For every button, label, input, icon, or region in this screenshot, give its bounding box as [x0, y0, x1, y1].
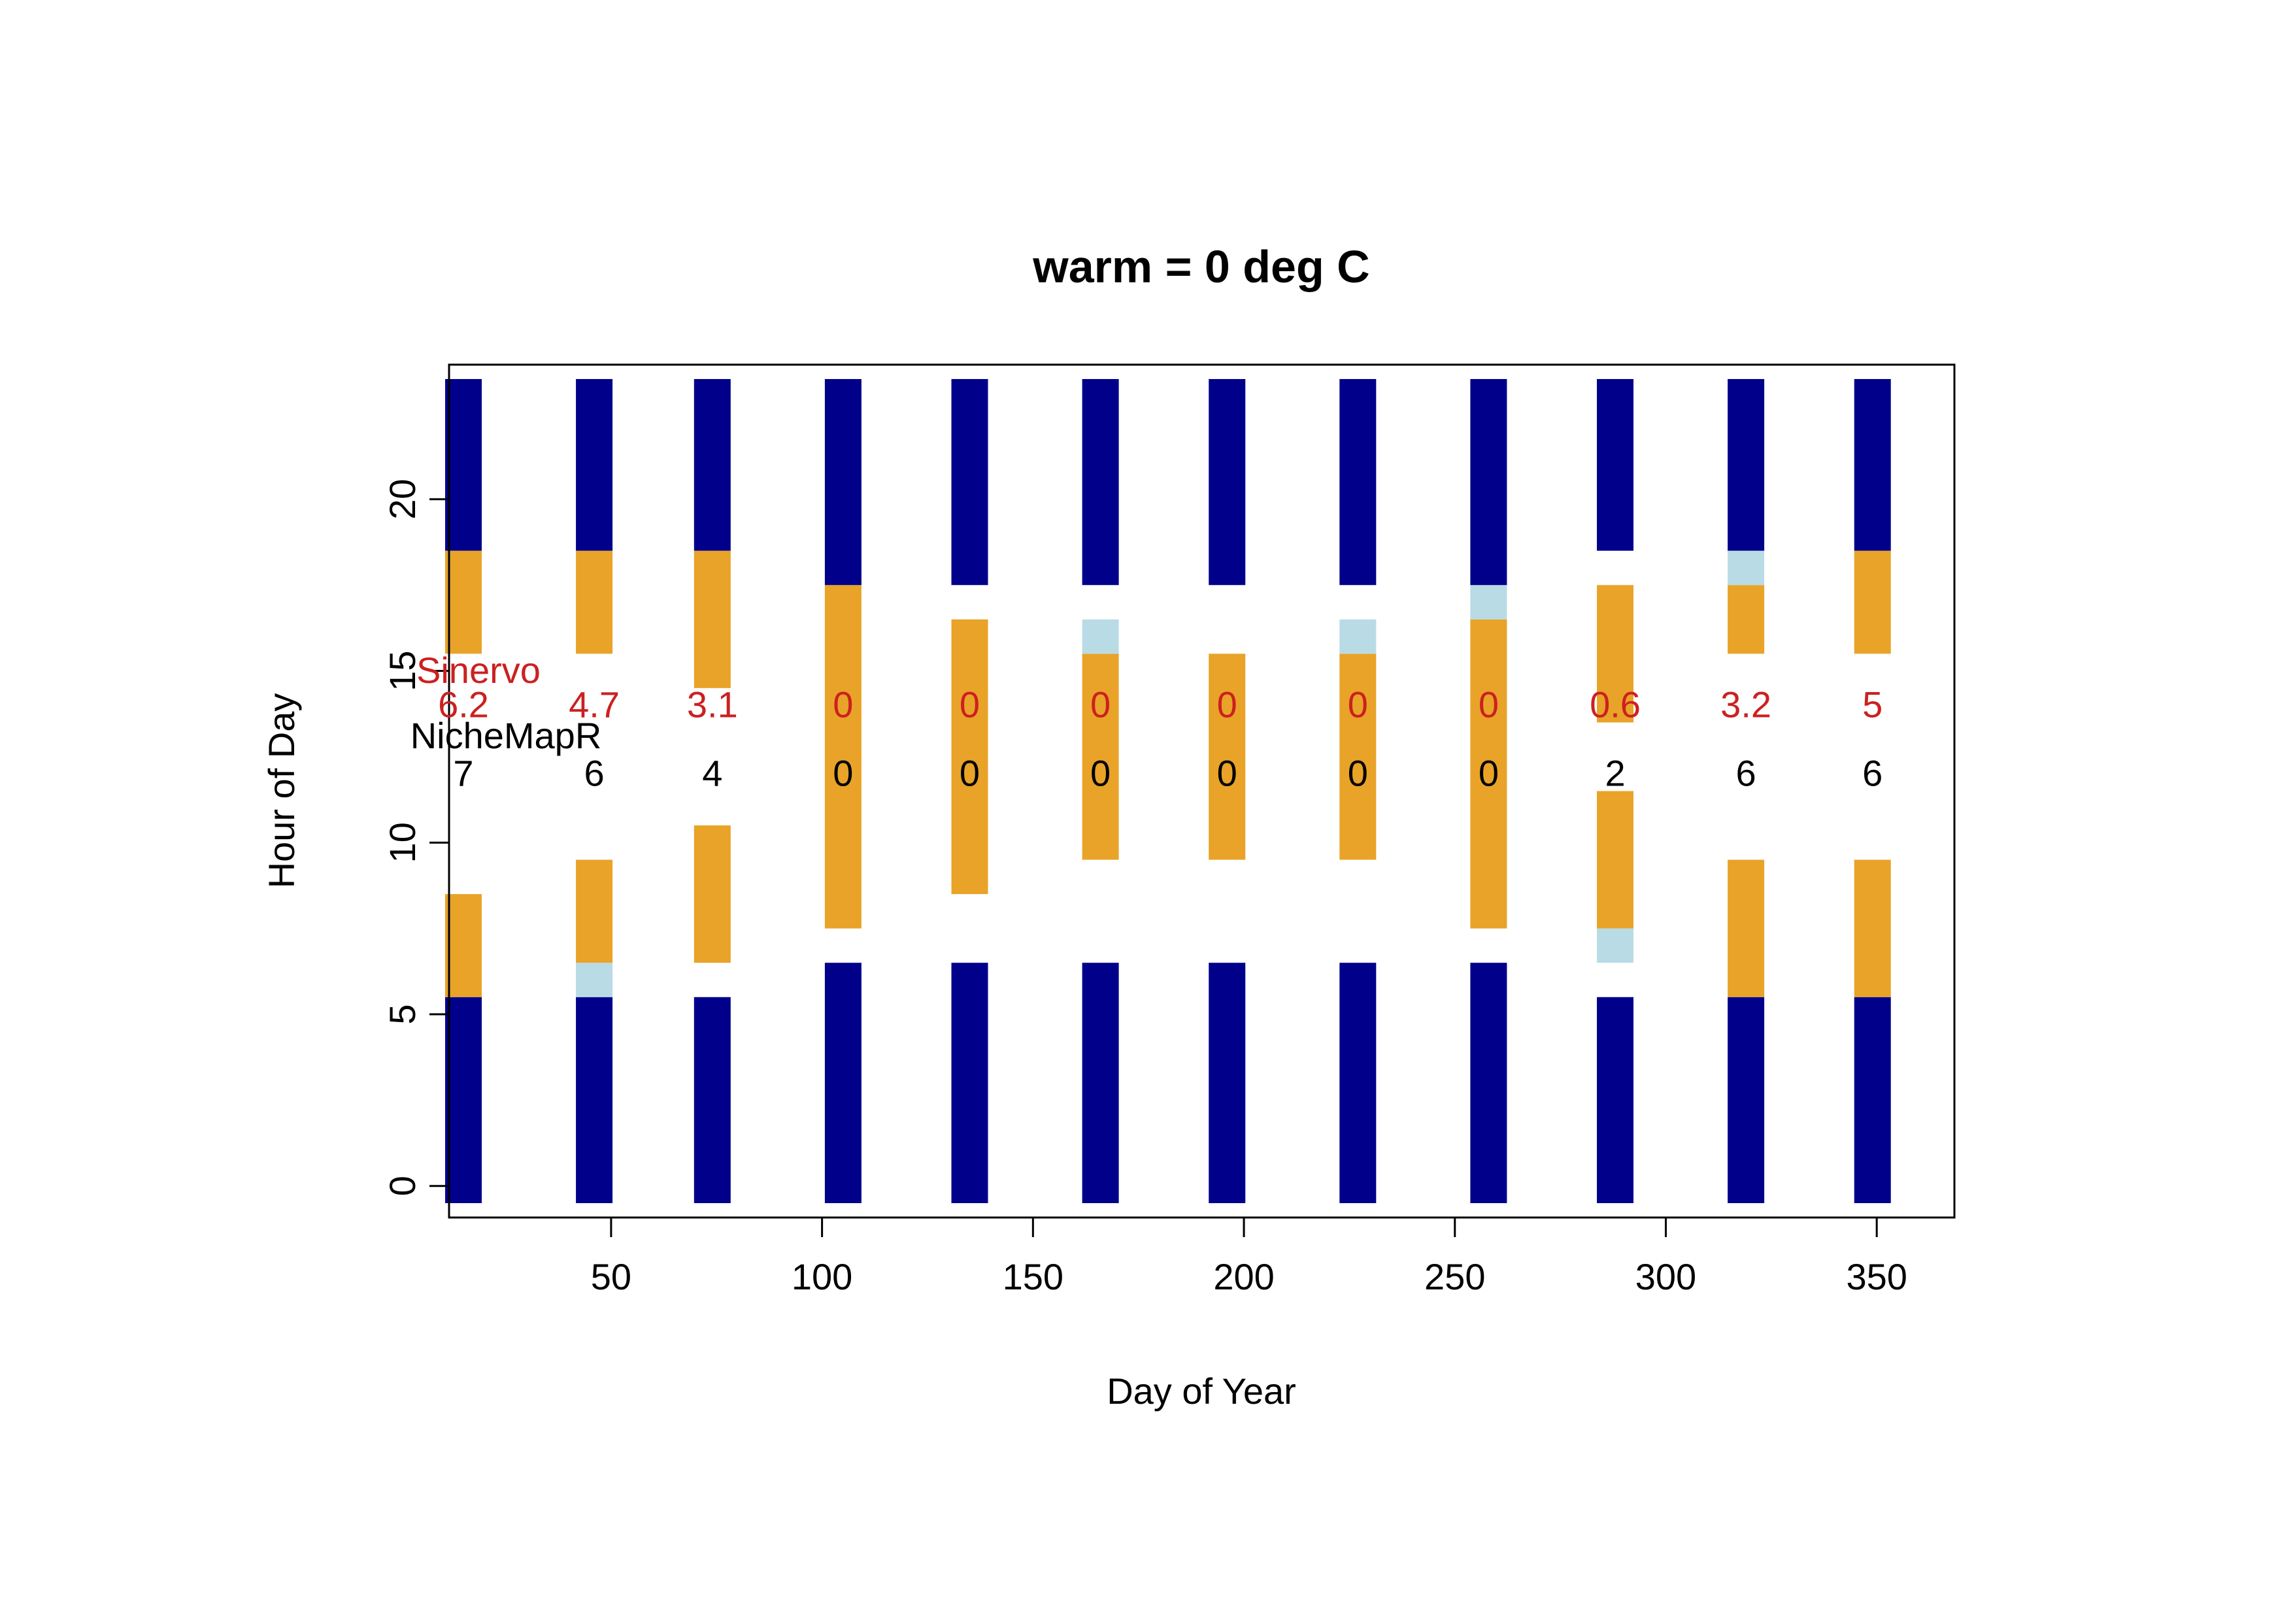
nichemapr-series-label: NicheMapR — [410, 715, 602, 756]
nichemapr-value-label-8: 0 — [1479, 753, 1499, 794]
bar-segment-active-1-2 — [576, 859, 613, 963]
bar-segment-light-8-2 — [1470, 585, 1507, 620]
bar-segment-active-5-1 — [1082, 654, 1119, 860]
sinervo-value-label-4: 0 — [960, 684, 980, 725]
bar-segment-dark-6-2 — [1209, 379, 1246, 586]
bar-segment-light-9-1 — [1597, 928, 1634, 963]
x-tick-label-350: 350 — [1846, 1256, 1907, 1297]
x-tick-label-50: 50 — [591, 1256, 631, 1297]
bar-segment-dark-2-3 — [694, 379, 731, 551]
bar-segment-dark-0-0 — [445, 997, 482, 1203]
nichemapr-value-label-3: 0 — [833, 753, 853, 794]
bar-segment-light-5-2 — [1082, 619, 1119, 654]
y-tick-label-10: 10 — [382, 822, 423, 863]
x-axis-label: Day of Year — [1107, 1370, 1296, 1412]
nichemapr-value-label-4: 0 — [960, 753, 980, 794]
bar-segment-light-7-2 — [1339, 619, 1377, 654]
sinervo-value-label-7: 0 — [1348, 684, 1368, 725]
bar-segment-active-0-1 — [445, 894, 482, 997]
sinervo-value-label-1: 4.7 — [569, 684, 620, 725]
bar-segment-active-7-1 — [1339, 654, 1377, 860]
y-tick-label-5: 5 — [382, 1004, 423, 1024]
nichemapr-value-label-7: 0 — [1348, 753, 1368, 794]
bar-segment-active-2-2 — [694, 550, 731, 688]
bar-segment-dark-5-3 — [1082, 379, 1119, 586]
bar-segment-dark-8-3 — [1470, 379, 1507, 586]
bar-segment-dark-10-4 — [1728, 379, 1765, 551]
x-tick-label-150: 150 — [1003, 1256, 1063, 1297]
x-tick-label-200: 200 — [1213, 1256, 1274, 1297]
bar-segment-dark-9-0 — [1597, 997, 1634, 1203]
y-tick-label-0: 0 — [382, 1176, 423, 1196]
sinervo-series-label: Sinervo — [416, 650, 541, 691]
bar-segment-active-11-1 — [1854, 859, 1891, 997]
y-tick-label-20: 20 — [382, 479, 423, 520]
bar-segment-dark-3-2 — [824, 379, 862, 586]
bar-segment-dark-1-4 — [576, 379, 613, 551]
nichemapr-value-label-9: 2 — [1605, 753, 1625, 794]
bars-layer — [445, 379, 1891, 1203]
sinervo-value-label-5: 0 — [1090, 684, 1111, 725]
bar-segment-dark-9-4 — [1597, 379, 1634, 551]
bar-segment-dark-1-0 — [576, 997, 613, 1203]
bar-segment-active-10-2 — [1728, 585, 1765, 654]
nichemapr-value-label-11: 6 — [1862, 753, 1883, 794]
bar-segment-active-11-2 — [1854, 550, 1891, 654]
bar-segment-dark-7-0 — [1339, 963, 1377, 1203]
bar-segment-active-4-1 — [951, 619, 988, 895]
bar-segment-dark-11-3 — [1854, 379, 1891, 551]
nichemapr-value-label-10: 6 — [1736, 753, 1756, 794]
chart-title: warm = 0 deg C — [1032, 241, 1369, 292]
bar-segment-dark-11-0 — [1854, 997, 1891, 1203]
bar-segment-dark-4-0 — [951, 963, 988, 1203]
sinervo-value-label-8: 0 — [1479, 684, 1499, 725]
bar-segment-dark-2-0 — [694, 997, 731, 1203]
bar-segment-active-9-2 — [1597, 791, 1634, 929]
bar-segment-active-2-1 — [694, 825, 731, 963]
bar-segment-active-1-3 — [576, 550, 613, 654]
sinervo-value-label-11: 5 — [1862, 684, 1883, 725]
nichemapr-value-label-1: 6 — [584, 753, 605, 794]
bar-segment-dark-10-0 — [1728, 997, 1765, 1203]
sinervo-value-label-0: 6.2 — [438, 684, 489, 725]
bar-segment-dark-8-0 — [1470, 963, 1507, 1203]
sinervo-value-label-10: 3.2 — [1720, 684, 1771, 725]
bar-segment-dark-6-0 — [1209, 963, 1246, 1203]
y-tick-label-15: 15 — [382, 650, 423, 691]
bar-segment-active-3-1 — [824, 585, 862, 929]
sinervo-value-label-3: 0 — [833, 684, 853, 725]
bar-segment-dark-7-3 — [1339, 379, 1377, 586]
bar-segment-active-9-3 — [1597, 585, 1634, 723]
x-tick-label-250: 250 — [1424, 1256, 1485, 1297]
nichemapr-value-label-5: 0 — [1090, 753, 1111, 794]
sinervo-value-label-2: 3.1 — [687, 684, 738, 725]
bar-segment-dark-5-0 — [1082, 963, 1119, 1203]
bar-segment-light-10-3 — [1728, 550, 1765, 586]
bar-segment-active-0-2 — [445, 550, 482, 654]
y-axis-label: Hour of Day — [261, 693, 302, 889]
bar-segment-dark-4-2 — [951, 379, 988, 586]
sinervo-value-label-6: 0 — [1217, 684, 1237, 725]
nichemapr-value-label-0: 7 — [453, 753, 473, 794]
nichemapr-value-label-6: 0 — [1217, 753, 1237, 794]
x-tick-label-300: 300 — [1635, 1256, 1696, 1297]
x-tick-label-100: 100 — [792, 1256, 852, 1297]
bar-segment-active-8-1 — [1470, 619, 1507, 929]
bar-segment-dark-0-3 — [445, 379, 482, 551]
bar-segment-active-10-1 — [1728, 859, 1765, 997]
bar-segment-active-6-1 — [1209, 654, 1246, 860]
bar-segment-dark-3-0 — [824, 963, 862, 1203]
nichemapr-value-label-2: 4 — [702, 753, 722, 794]
bar-segment-light-1-1 — [576, 963, 613, 997]
sinervo-value-label-9: 0.6 — [1590, 684, 1641, 725]
